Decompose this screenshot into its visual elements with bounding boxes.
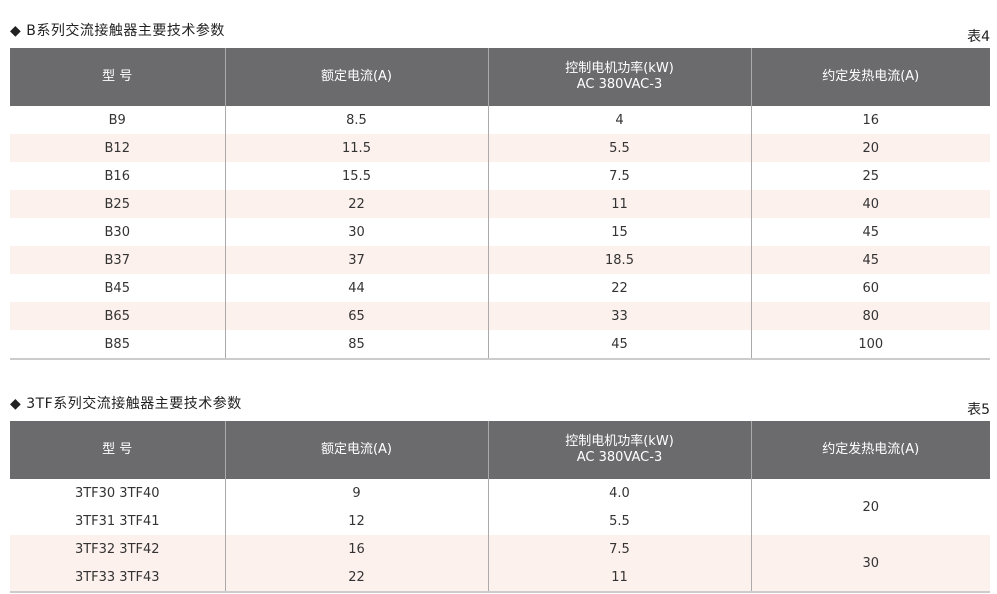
table-row: 3TF31 3TF41 12 5.5 <box>10 507 990 535</box>
table-cell: 12 <box>224 507 488 535</box>
table-row: B30 30 15 45 <box>10 218 990 246</box>
header-motor-power: 控制电机功率(kW) AC 380VAC-3 <box>487 48 751 106</box>
header-model: 型 号 <box>10 48 225 106</box>
header-motor-power-line2: AC 380VAC-3 <box>576 450 663 465</box>
table-row: B37 37 18.5 45 <box>10 246 990 274</box>
table-cell: 80 <box>750 302 990 330</box>
table-row: B9 8.5 4 16 <box>10 106 990 134</box>
header-motor-power-line1: 控制电机功率(kW) <box>565 61 674 76</box>
header-motor-power-line1: 控制电机功率(kW) <box>565 434 674 449</box>
table-cell: 22 <box>224 190 488 218</box>
table-cell: 30 <box>750 535 990 592</box>
table-cell: 4.0 <box>487 479 751 507</box>
table-cell: 7.5 <box>487 162 751 190</box>
table-cell: 11 <box>487 190 751 218</box>
table-cell: 20 <box>750 479 990 535</box>
table-cell: 25 <box>750 162 990 190</box>
header-motor-power-line2: AC 380VAC-3 <box>576 77 663 92</box>
table4: 型 号 额定电流(A) 控制电机功率(kW) AC 380VAC-3 约定发热电流… <box>10 48 990 360</box>
table-cell: 20 <box>750 134 990 162</box>
table-row: 3TF32 3TF42 16 7.5 30 <box>10 535 990 592</box>
header-motor-power: 控制电机功率(kW) AC 380VAC-3 <box>487 421 751 479</box>
table-cell: 40 <box>750 190 990 218</box>
table-cell: 45 <box>750 218 990 246</box>
table-row: B45 44 22 60 <box>10 274 990 302</box>
table-cell: 22 <box>487 274 751 302</box>
table-cell: 60 <box>750 274 990 302</box>
table-cell: B65 <box>10 302 225 330</box>
table-cell: 30 <box>224 218 488 246</box>
table-cell: B37 <box>10 246 225 274</box>
table-cell: B85 <box>104 336 130 352</box>
table-cell: 7.5 <box>487 535 751 563</box>
table-cell: 11.5 <box>224 134 488 162</box>
table-row: B12 11.5 5.5 20 <box>10 134 990 162</box>
table-cell: 22 <box>224 563 488 592</box>
table-cell: 100 <box>750 330 990 359</box>
table5: 型 号 额定电流(A) 控制电机功率(kW) AC 380VAC-3 约定发热电流… <box>10 421 990 593</box>
table-cell: B30 <box>104 224 130 240</box>
table-cell: 11 <box>487 563 751 592</box>
table-cell: 4 <box>487 106 751 134</box>
table-cell: 37 <box>224 246 488 274</box>
table-cell: 3TF33 3TF43 <box>10 563 225 592</box>
table-cell: B16 <box>104 168 130 184</box>
table4-number: 表4 <box>967 29 990 45</box>
table-cell: B12 <box>10 134 225 162</box>
table-cell: 3TF32 3TF42 <box>10 535 225 563</box>
table-cell: 44 <box>224 274 488 302</box>
header-rated-current: 额定电流(A) <box>224 421 488 479</box>
table-cell: 15.5 <box>224 162 488 190</box>
table-row: 3TF30 3TF40 9 4.0 20 <box>10 479 990 535</box>
header-thermal-current: 约定发热电流(A) <box>750 421 990 479</box>
table-cell: 5.5 <box>487 507 751 535</box>
header-model: 型 号 <box>10 421 225 479</box>
table5-number: 表5 <box>967 402 990 418</box>
table-cell: 16 <box>224 535 488 563</box>
table-row: 3TF33 3TF43 22 11 <box>10 563 990 592</box>
table-cell: 85 <box>224 330 488 359</box>
header-thermal-current: 约定发热电流(A) <box>750 48 990 106</box>
header-rated-current: 额定电流(A) <box>224 48 488 106</box>
table-cell: B25 <box>10 190 225 218</box>
table-row: B65 65 33 80 <box>10 302 990 330</box>
table-cell: 45 <box>487 330 751 359</box>
table-cell: 16 <box>750 106 990 134</box>
table-cell: 8.5 <box>224 106 488 134</box>
table-cell: 3TF31 3TF41 <box>74 513 160 529</box>
table-row: B85 85 45 100 <box>10 330 990 359</box>
table-cell: B9 <box>108 112 126 128</box>
table4-title: ◆ B系列交流接触器主要技术参数 <box>10 23 225 39</box>
table-cell: 65 <box>224 302 488 330</box>
table-cell: 33 <box>487 302 751 330</box>
table-cell: 9 <box>224 479 488 507</box>
table-cell: 3TF30 3TF40 <box>74 485 160 501</box>
table-cell: 15 <box>487 218 751 246</box>
table5-title: ◆ 3TF系列交流接触器主要技术参数 <box>10 396 242 412</box>
table-cell: B45 <box>104 280 130 296</box>
table-cell: 5.5 <box>487 134 751 162</box>
table-row: B25 22 11 40 <box>10 190 990 218</box>
table-cell: 45 <box>750 246 990 274</box>
table-cell: 18.5 <box>487 246 751 274</box>
table-row: B16 15.5 7.5 25 <box>10 162 990 190</box>
